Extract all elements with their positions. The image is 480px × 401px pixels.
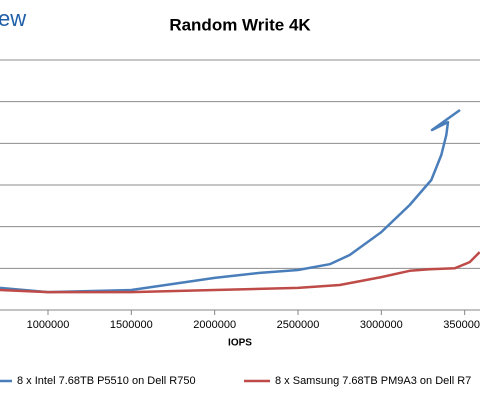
x-tick-label: 2500000 (277, 319, 320, 331)
x-tick-label: 1000000 (27, 319, 70, 331)
x-axis-label: IOPS (228, 338, 252, 349)
x-tick-label: 3500000 (443, 319, 480, 331)
chart-title: Random Write 4K (169, 15, 311, 34)
legend-label: 8 x Intel 7.68TB P5510 on Dell R750 (17, 375, 196, 387)
x-tick-label: 2000000 (193, 319, 236, 331)
series-line (0, 251, 480, 294)
legend-label: 8 x Samsung 7.68TB PM9A3 on Dell R7 (275, 375, 471, 387)
x-tick-label: 3000000 (360, 319, 403, 331)
x-tick-label: 1500000 (110, 319, 153, 331)
series-line (0, 108, 461, 294)
logo: ew (0, 6, 26, 31)
